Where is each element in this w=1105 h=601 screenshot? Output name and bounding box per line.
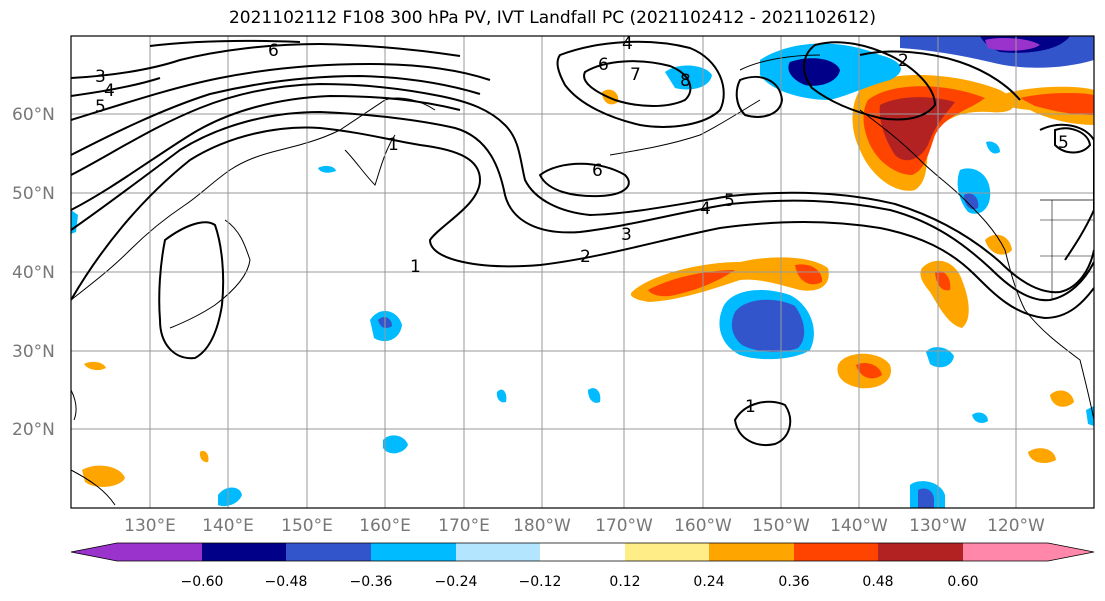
positive-anomaly-nw-coast (920, 260, 969, 328)
lon-label: 160°W (674, 516, 732, 536)
lon-label: 130°W (909, 516, 967, 536)
contour-label: 6 (592, 161, 603, 181)
negative-anomaly-small-8 (986, 141, 1000, 154)
lon-label: 120°W (987, 516, 1045, 536)
contour-label: 5 (1058, 133, 1069, 153)
pv-contours (71, 39, 1094, 446)
lon-label: 160°E (359, 516, 411, 536)
colorbar-tick-label: −0.12 (519, 574, 562, 590)
lon-label: 170°W (595, 516, 653, 536)
lat-label: 40°N (12, 263, 55, 283)
colorbar-tick-label: 0.36 (778, 574, 809, 590)
colorbar-tick-label: −0.24 (435, 574, 478, 590)
plot-area: 6 3 4 5 4 6 7 8 1 6 5 4 3 2 1 2 1 5 (71, 34, 1094, 508)
negative-anomaly-hawaii-east (926, 347, 954, 368)
colorbar-tick-label: 0.60 (947, 574, 978, 590)
contour-label: 8 (680, 71, 691, 91)
negative-anomaly-small-1 (383, 435, 408, 454)
colorbar-segment (456, 543, 540, 561)
contour-label: 2 (898, 51, 909, 71)
negative-anomaly-small-2-core (918, 488, 934, 508)
lon-label: 130°E (124, 516, 176, 536)
colorbar-tick-label: −0.36 (350, 574, 393, 590)
colorbar-segment (371, 543, 456, 561)
negative-anomaly-bc-coast-core (964, 193, 979, 210)
colorbar-segment (963, 543, 1048, 561)
contour-label: 2 (580, 247, 591, 267)
colorbar-tick-label: 0.24 (693, 574, 724, 590)
contour-label: 4 (622, 34, 633, 54)
colorbar-ticks: −0.60 −0.48 −0.36 −0.24 −0.12 0.12 0.24 … (181, 574, 979, 590)
contour-label: 4 (104, 81, 115, 101)
negative-anomaly-small-3 (218, 487, 242, 507)
contour-label: 1 (410, 257, 421, 277)
longitude-labels: 130°E 140°E 150°E 160°E 170°E 180°W 170°… (124, 516, 1045, 536)
lon-label: 180°W (513, 516, 571, 536)
colorbar-tick-label: 0.48 (862, 574, 893, 590)
positive-anomaly-baja (1050, 390, 1074, 407)
positive-anomaly-southwest (82, 465, 125, 487)
positive-anomaly-alaska-max (879, 97, 955, 161)
contour-label: 1 (388, 135, 399, 155)
lon-label: 140°W (830, 516, 888, 536)
negative-anomaly-purple (985, 37, 1040, 51)
colorbar-tick-label: 0.12 (609, 574, 640, 590)
positive-anomaly-okinawa (84, 361, 106, 371)
positive-anomaly-small-west (199, 450, 209, 463)
contour-label: 1 (745, 397, 756, 417)
negative-anomaly-small-6 (318, 165, 336, 173)
positive-anomaly-nw-coast-core (935, 271, 951, 291)
latitude-labels: 60°N 50°N 40°N 30°N 20°N (12, 105, 55, 440)
lon-label: 150°E (281, 516, 333, 536)
lat-label: 60°N (12, 105, 55, 125)
positive-anomaly-canada-core (1020, 93, 1094, 115)
colorbar-segment (286, 543, 371, 561)
colorbar-segments (70, 542, 1095, 562)
lat-label: 20°N (12, 420, 55, 440)
positive-anomaly-subtropic-east-core (856, 363, 882, 379)
contour-labels: 6 3 4 5 4 6 7 8 1 6 5 4 3 2 1 2 1 5 (95, 34, 1069, 417)
contour-label: 6 (598, 55, 609, 75)
lon-label: 140°E (202, 516, 254, 536)
contour-label: 6 (268, 41, 279, 61)
colorbar-tick-label: −0.60 (181, 574, 224, 590)
colorbar-segment (540, 543, 625, 561)
lat-label: 30°N (12, 342, 55, 362)
contour-label: 3 (621, 225, 632, 245)
positive-anomaly-south (1028, 448, 1056, 464)
colorbar-segment (625, 543, 709, 561)
negative-anomaly-small-5 (496, 389, 507, 403)
colorbar-segment (794, 543, 878, 561)
colorbar-segment (878, 543, 963, 561)
shaded-fields (71, 36, 1094, 508)
positive-anomaly-pacific-band-core (648, 270, 735, 297)
contour-label: 3 (95, 67, 106, 87)
lat-label: 50°N (12, 184, 55, 204)
plot-frame (70, 35, 1095, 509)
colorbar-extend-low (71, 543, 117, 561)
negative-anomaly-small-4 (588, 388, 601, 403)
negative-anomaly-small-7 (972, 412, 988, 423)
positive-anomaly-pacific-band-east (795, 264, 823, 285)
contour-label: 5 (95, 97, 106, 117)
negative-anomaly-kamchatka (665, 65, 712, 90)
colorbar-segment (202, 543, 286, 561)
lon-label: 150°W (752, 516, 810, 536)
colorbar-extend-high (1048, 543, 1094, 561)
negative-anomaly-arctic-core (788, 58, 840, 86)
colorbar-tick-label: −0.48 (265, 574, 308, 590)
contour-label: 4 (700, 199, 711, 219)
contour-label: 5 (724, 191, 735, 211)
colorbar-segment (117, 543, 202, 561)
lon-label: 170°E (438, 516, 490, 536)
map-title: 2021102112 F108 300 hPa PV, IVT Landfall… (228, 8, 876, 28)
colorbar-outline (70, 542, 1095, 562)
contour-label: 7 (630, 65, 641, 85)
negative-anomaly-central-pacific-core (731, 299, 805, 352)
colorbar: −0.60 −0.48 −0.36 −0.24 −0.12 0.12 0.24 … (70, 542, 1095, 590)
colorbar-segment (709, 543, 794, 561)
